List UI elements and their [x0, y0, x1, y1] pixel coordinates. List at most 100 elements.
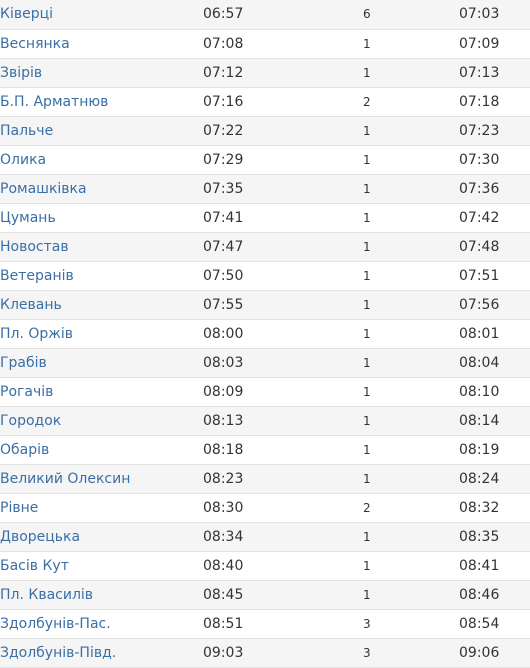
station-cell: Б.П. Арматнюв — [0, 87, 203, 117]
stop-duration: 1 — [363, 261, 459, 291]
arrival-time: 08:18 — [203, 435, 363, 465]
station-link[interactable]: Пл. Квасилів — [0, 586, 94, 603]
table-row: Новостав 07:47 1 07:48 — [0, 232, 530, 262]
table-row: Олика 07:29 1 07:30 — [0, 145, 530, 175]
departure-time: 08:04 — [459, 348, 530, 378]
departure-time: 07:42 — [459, 203, 530, 233]
arrival-time: 08:13 — [203, 406, 363, 436]
table-row: Городок 08:13 1 08:14 — [0, 406, 530, 436]
station-link[interactable]: Звірів — [0, 64, 43, 81]
station-link[interactable]: Дворецька — [0, 528, 81, 545]
stop-duration: 1 — [363, 464, 459, 494]
departure-time: 07:36 — [459, 174, 530, 204]
station-cell: Ківерці — [0, 0, 203, 30]
arrival-time: 08:51 — [203, 609, 363, 639]
arrival-time: 08:34 — [203, 522, 363, 552]
station-link[interactable]: Обарів — [0, 441, 50, 458]
stop-duration: 1 — [363, 377, 459, 407]
stop-duration: 1 — [363, 232, 459, 262]
arrival-time: 09:03 — [203, 638, 363, 668]
station-link[interactable]: Клевань — [0, 296, 62, 313]
arrival-time: 07:12 — [203, 58, 363, 88]
station-link[interactable]: Городок — [0, 412, 62, 429]
station-link[interactable]: Пл. Оржів — [0, 325, 74, 342]
table-row: Веснянка 07:08 1 07:09 — [0, 29, 530, 59]
station-cell: Звірів — [0, 58, 203, 88]
station-link[interactable]: Новостав — [0, 238, 69, 255]
table-row: Рівне 08:30 2 08:32 — [0, 493, 530, 523]
stop-duration: 3 — [363, 638, 459, 668]
departure-time: 07:30 — [459, 145, 530, 175]
departure-time: 07:56 — [459, 290, 530, 320]
departure-time: 07:23 — [459, 116, 530, 146]
station-link[interactable]: Здолбунів-Півд. — [0, 644, 117, 661]
departure-time: 08:46 — [459, 580, 530, 610]
table-row: Ветеранів 07:50 1 07:51 — [0, 261, 530, 291]
stop-duration: 1 — [363, 319, 459, 349]
stop-duration: 1 — [363, 29, 459, 59]
stop-duration: 1 — [363, 551, 459, 581]
departure-time: 07:09 — [459, 29, 530, 59]
departure-time: 07:48 — [459, 232, 530, 262]
departure-time: 07:18 — [459, 87, 530, 117]
station-cell: Пальче — [0, 116, 203, 146]
station-cell: Здолбунів-Півд. — [0, 638, 203, 668]
table-row: Грабів 08:03 1 08:04 — [0, 348, 530, 378]
station-cell: Клевань — [0, 290, 203, 320]
arrival-time: 08:03 — [203, 348, 363, 378]
station-link[interactable]: Рівне — [0, 499, 39, 516]
arrival-time: 07:41 — [203, 203, 363, 233]
station-link[interactable]: Ромашківка — [0, 180, 87, 197]
table-row: Клевань 07:55 1 07:56 — [0, 290, 530, 320]
stop-duration: 1 — [363, 406, 459, 436]
table-row: Обарів 08:18 1 08:19 — [0, 435, 530, 465]
departure-time: 08:10 — [459, 377, 530, 407]
station-link[interactable]: Грабів — [0, 354, 47, 371]
stop-duration: 3 — [363, 609, 459, 639]
table-row: Дворецька 08:34 1 08:35 — [0, 522, 530, 552]
station-link[interactable]: Веснянка — [0, 35, 70, 52]
station-cell: Олика — [0, 145, 203, 175]
station-link[interactable]: Пальче — [0, 122, 54, 139]
station-cell: Цумань — [0, 203, 203, 233]
stop-duration: 1 — [363, 580, 459, 610]
table-row: Ромашківка 07:35 1 07:36 — [0, 174, 530, 204]
table-row: Ківерці 06:57 6 07:03 — [0, 0, 530, 30]
table-row: Б.П. Арматнюв 07:16 2 07:18 — [0, 87, 530, 117]
station-cell: Здолбунів-Пас. — [0, 609, 203, 639]
station-link[interactable]: Цумань — [0, 209, 56, 226]
arrival-time: 08:40 — [203, 551, 363, 581]
station-cell: Веснянка — [0, 29, 203, 59]
station-link[interactable]: Олика — [0, 151, 47, 168]
arrival-time: 08:30 — [203, 493, 363, 523]
station-link[interactable]: Великий Олексин — [0, 470, 131, 487]
station-cell: Басів Кут — [0, 551, 203, 581]
station-link[interactable]: Басів Кут — [0, 557, 69, 574]
station-link[interactable]: Ківерці — [0, 6, 53, 23]
table-row: Здолбунів-Півд. 09:03 3 09:06 — [0, 638, 530, 668]
stop-duration: 1 — [363, 348, 459, 378]
departure-time: 08:32 — [459, 493, 530, 523]
station-link[interactable]: Б.П. Арматнюв — [0, 93, 109, 110]
stop-duration: 1 — [363, 145, 459, 175]
arrival-time: 08:00 — [203, 319, 363, 349]
departure-time: 08:24 — [459, 464, 530, 494]
station-cell: Пл. Квасилів — [0, 580, 203, 610]
departure-time: 08:41 — [459, 551, 530, 581]
departure-time: 07:51 — [459, 261, 530, 291]
table-row: Звірів 07:12 1 07:13 — [0, 58, 530, 88]
departure-time: 08:14 — [459, 406, 530, 436]
station-link[interactable]: Здолбунів-Пас. — [0, 615, 111, 632]
arrival-time: 07:29 — [203, 145, 363, 175]
arrival-time: 07:47 — [203, 232, 363, 262]
stop-duration: 1 — [363, 435, 459, 465]
stop-duration: 1 — [363, 58, 459, 88]
station-link[interactable]: Рогачів — [0, 383, 54, 400]
table-row: Великий Олексин 08:23 1 08:24 — [0, 464, 530, 494]
station-link[interactable]: Ветеранів — [0, 267, 74, 284]
departure-time: 07:13 — [459, 58, 530, 88]
arrival-time: 07:35 — [203, 174, 363, 204]
station-cell: Новостав — [0, 232, 203, 262]
stop-duration: 1 — [363, 203, 459, 233]
